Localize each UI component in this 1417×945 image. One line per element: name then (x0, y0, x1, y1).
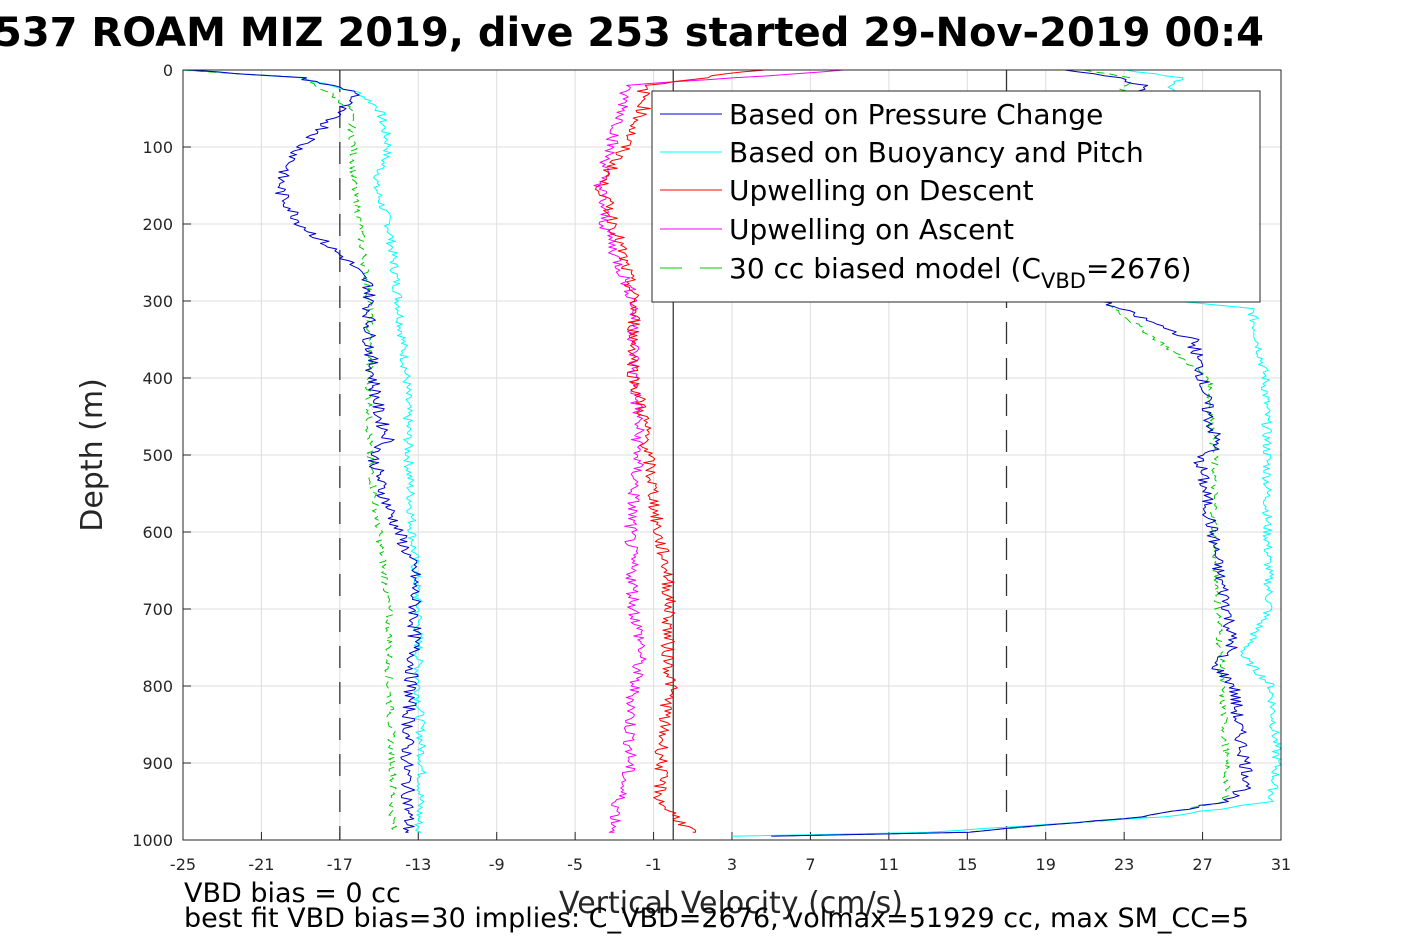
x-tick-label: 7 (805, 855, 815, 874)
series-line-upwelling-descent-profile (595, 69, 766, 833)
y-tick-label: 700 (142, 600, 173, 619)
y-tick-labels: 0 100 200 300 400 500 600 700 800 900 1000 (132, 61, 173, 850)
y-axis-label: Depth (m) (75, 378, 110, 532)
y-tick-label: 300 (142, 292, 173, 311)
series-line-biased-model-descent (182, 69, 397, 833)
x-axis-label: Vertical Velocity (cm/s) (559, 886, 903, 921)
footnote-best-fit: best fit VBD bias=30 implies: C_VBD=2676… (184, 903, 1249, 934)
legend-label-upwelling-ascent: Upwelling on Ascent (729, 213, 1014, 246)
legend-entry-upwelling-descent: Upwelling on Descent (660, 174, 1034, 207)
x-tick-label: -21 (248, 855, 274, 874)
legend: Based on Pressure Change Based on Buoyan… (651, 90, 1261, 303)
x-tick-label: -17 (327, 855, 353, 874)
x-tick-label: 27 (1192, 855, 1212, 874)
x-tick-label: 23 (1114, 855, 1134, 874)
x-tick-label: 31 (1271, 855, 1291, 874)
series-upwelling-descent (595, 69, 766, 833)
x-tick-label: 3 (727, 855, 737, 874)
legend-label-biased-model: 30 cc biased model (CVBD=2676) (729, 252, 1192, 293)
legend-label-biased-model-suffix: =2676) (1086, 252, 1192, 285)
x-tick-labels: -25 -21 -17 -13 -9 -5 -1 3 7 11 15 19 23 27 31 (170, 855, 1291, 874)
chart-title: 537 ROAM MIZ 2019, dive 253 started 29-N… (0, 10, 1264, 56)
y-tick-label: 400 (142, 369, 173, 388)
x-tick-label: -9 (489, 855, 505, 874)
x-tick-label: -13 (405, 855, 431, 874)
y-tick-label: 500 (142, 446, 173, 465)
x-tick-label: 19 (1036, 855, 1056, 874)
y-tick-label: 200 (142, 215, 173, 234)
y-tick-label: 600 (142, 523, 173, 542)
x-tick-label: 11 (879, 855, 899, 874)
legend-entry-buoyancy-pitch: Based on Buoyancy and Pitch (660, 136, 1144, 169)
legend-entry-upwelling-ascent: Upwelling on Ascent (660, 213, 1014, 246)
legend-label-biased-model-sub: VBD (1041, 269, 1086, 293)
x-tick-label: -5 (567, 855, 583, 874)
y-tick-label: 900 (142, 754, 173, 773)
y-tick-label: 1000 (132, 831, 173, 850)
legend-box (651, 90, 1261, 303)
x-tick-label: -1 (646, 855, 662, 874)
series-line-buoyancy-pitch-descent (182, 69, 427, 833)
x-tick-label: 15 (957, 855, 977, 874)
legend-label-buoyancy-pitch: Based on Buoyancy and Pitch (729, 136, 1144, 169)
legend-entry-pressure-change: Based on Pressure Change (660, 98, 1103, 131)
y-tick-label: 800 (142, 677, 173, 696)
series-line-pressure-change-descent (187, 69, 422, 833)
legend-entry-biased-model: 30 cc biased model (CVBD=2676) (660, 252, 1192, 293)
legend-label-upwelling-descent: Upwelling on Descent (729, 174, 1034, 207)
y-tick-label: 0 (163, 61, 173, 80)
legend-label-biased-model-main: 30 cc biased model (C (729, 252, 1041, 285)
plot-frame (182, 69, 1282, 841)
footnote-vbd-bias: VBD bias = 0 cc (184, 878, 401, 909)
y-tick-label: 100 (142, 138, 173, 157)
x-tick-label: -25 (170, 855, 196, 874)
legend-label-pressure-change: Based on Pressure Change (729, 98, 1103, 131)
